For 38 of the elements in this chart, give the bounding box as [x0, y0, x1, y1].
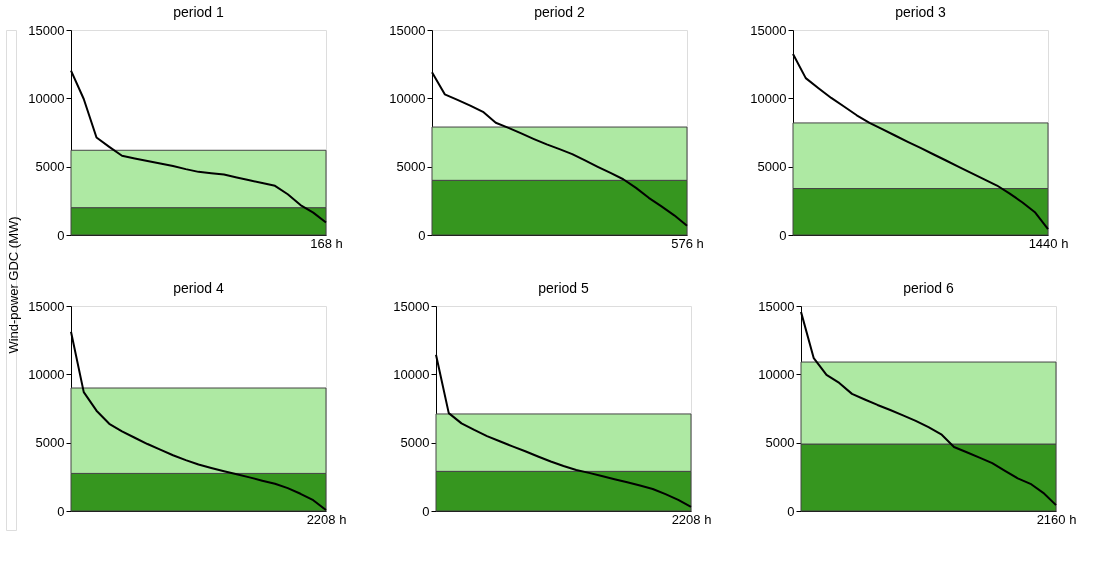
y-tick-label: 0 — [418, 227, 426, 243]
y-tick-label: 0 — [57, 227, 65, 243]
y-tick-label: 15000 — [393, 298, 430, 314]
x-tick-label: 1440 h — [1028, 235, 1069, 251]
y-tick-label: 0 — [779, 227, 787, 243]
y-tick-label: 5000 — [35, 159, 65, 175]
y-axis-title: Wind-power GDC (MW) — [6, 216, 21, 354]
y-tick-label: 0 — [787, 503, 795, 519]
y-tick-label: 10000 — [393, 366, 430, 382]
y-tick-label: 10000 — [750, 90, 787, 106]
y-tick-label: 10000 — [758, 366, 795, 382]
chart-title: period 2 — [534, 4, 586, 20]
x-tick-label: 2208 h — [671, 511, 712, 527]
y-tick-label: 0 — [422, 503, 430, 519]
y-tick-label: 15000 — [28, 298, 65, 314]
y-tick-label: 5000 — [400, 435, 430, 451]
x-tick-label: 576 h — [671, 235, 704, 251]
y-tick-label: 5000 — [396, 159, 426, 175]
x-tick-label: 2160 h — [1036, 511, 1077, 527]
chart-title: period 4 — [173, 280, 225, 296]
y-tick-label: 5000 — [765, 435, 795, 451]
x-tick-label: 168 h — [310, 235, 343, 251]
chart-title: period 1 — [173, 4, 225, 20]
chart-title: period 5 — [538, 280, 590, 296]
y-tick-label: 5000 — [35, 435, 65, 451]
y-tick-label: 5000 — [757, 159, 787, 175]
y-tick-label: 15000 — [28, 22, 65, 38]
chart-title: period 3 — [895, 4, 947, 20]
line-series — [800, 310, 1057, 507]
x-tick-label: 2208 h — [306, 511, 347, 527]
y-tick-label: 15000 — [750, 22, 787, 38]
y-tick-label: 10000 — [28, 366, 65, 382]
y-tick-label: 15000 — [389, 22, 426, 38]
y-tick-label: 0 — [57, 503, 65, 519]
y-tick-label: 10000 — [28, 90, 65, 106]
y-tick-label: 10000 — [389, 90, 426, 106]
chart-title: period 6 — [903, 280, 955, 296]
y-tick-label: 15000 — [758, 298, 795, 314]
